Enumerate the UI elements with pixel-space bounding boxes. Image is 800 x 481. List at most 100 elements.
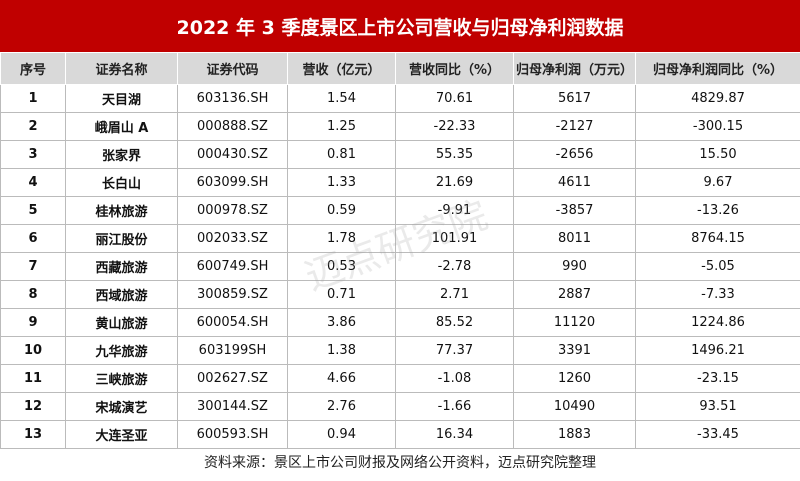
table-cell: 1	[0, 84, 66, 113]
table-cell: 21.69	[395, 168, 514, 197]
table-cell: 300144.SZ	[177, 392, 288, 421]
table-cell: 4829.87	[635, 84, 800, 113]
table-cell: 7	[0, 252, 66, 281]
table-cell: -22.33	[395, 112, 514, 141]
table-cell: 0.71	[287, 280, 396, 309]
table-cell: 0.59	[287, 196, 396, 225]
table-cell: 黄山旅游	[65, 308, 178, 337]
table-cell: 12	[0, 392, 66, 421]
table-cell: 4.66	[287, 364, 396, 393]
table-cell: 丽江股份	[65, 224, 178, 253]
table-row: 7 西藏旅游 600749.SH 0.53 -2.78 990 -5.05	[0, 252, 800, 281]
table-cell: 5617	[513, 84, 636, 113]
column-header: 营收同比（%）	[395, 52, 514, 85]
column-header: 序号	[0, 52, 66, 85]
table-cell: 2	[0, 112, 66, 141]
table-row: 11 三峡旅游 002627.SZ 4.66 -1.08 1260 -23.15	[0, 364, 800, 393]
table-row: 2 峨眉山 A 000888.SZ 1.25 -22.33 -2127 -300.15	[0, 112, 800, 141]
table-cell: -9.91	[395, 196, 514, 225]
table-cell: 1.38	[287, 336, 396, 365]
table-cell: 11120	[513, 308, 636, 337]
table-cell: 300859.SZ	[177, 280, 288, 309]
table-cell: -13.26	[635, 196, 800, 225]
source-note: 资料来源：景区上市公司财报及网络公开资料，迈点研究院整理	[204, 455, 596, 471]
table-cell: 长白山	[65, 168, 178, 197]
table-cell: 6	[0, 224, 66, 253]
table-cell: 0.53	[287, 252, 396, 281]
table-cell: 0.94	[287, 420, 396, 449]
table-row: 13 大连圣亚 600593.SH 0.94 16.34 1883 -33.45	[0, 420, 800, 449]
table-cell: 宋城演艺	[65, 392, 178, 421]
table-cell: 天目湖	[65, 84, 178, 113]
table-cell: 2887	[513, 280, 636, 309]
table-cell: 600593.SH	[177, 420, 288, 449]
table-cell: 85.52	[395, 308, 514, 337]
table-cell: -2127	[513, 112, 636, 141]
table-cell: 9.67	[635, 168, 800, 197]
table-cell: 4611	[513, 168, 636, 197]
table-cell: 2.76	[287, 392, 396, 421]
table-row: 12 宋城演艺 300144.SZ 2.76 -1.66 10490 93.51	[0, 392, 800, 421]
table-row: 4 长白山 603099.SH 1.33 21.69 4611 9.67	[0, 168, 800, 197]
table-cell: -2656	[513, 140, 636, 169]
table-row: 5 桂林旅游 000978.SZ 0.59 -9.91 -3857 -13.26	[0, 196, 800, 225]
table-cell: 603199SH	[177, 336, 288, 365]
table-cell: 000430.SZ	[177, 140, 288, 169]
table-cell: -2.78	[395, 252, 514, 281]
table-cell: -1.66	[395, 392, 514, 421]
table-cell: 桂林旅游	[65, 196, 178, 225]
header-row: 序号 证券名称 证券代码 营收（亿元） 营收同比（%） 归母净利润（万元） 归母净利润同比（…	[0, 52, 800, 85]
table-cell: 8011	[513, 224, 636, 253]
table-title: 2022 年 3 季度景区上市公司营收与归母净利润数据	[0, 0, 800, 52]
table-cell: 15.50	[635, 140, 800, 169]
table-cell: 三峡旅游	[65, 364, 178, 393]
table-cell: -7.33	[635, 280, 800, 309]
table-cell: 峨眉山 A	[65, 112, 178, 141]
table-cell: 10	[0, 336, 66, 365]
table-cell: 3391	[513, 336, 636, 365]
table-cell: 13	[0, 420, 66, 449]
table-cell: 603136.SH	[177, 84, 288, 113]
table-cell: 5	[0, 196, 66, 225]
table-cell: 000978.SZ	[177, 196, 288, 225]
table-cell: 16.34	[395, 420, 514, 449]
table-cell: -300.15	[635, 112, 800, 141]
table-row: 6 丽江股份 002033.SZ 1.78 101.91 8011 8764.15	[0, 224, 800, 253]
table-cell: 张家界	[65, 140, 178, 169]
table-cell: 2.71	[395, 280, 514, 309]
table-row: 3 张家界 000430.SZ 0.81 55.35 -2656 15.50	[0, 140, 800, 169]
data-table: 序号 证券名称 证券代码 营收（亿元） 营收同比（%） 归母净利润（万元） 归母净利润同比（…	[0, 52, 800, 449]
table-cell: 11	[0, 364, 66, 393]
table-cell: 70.61	[395, 84, 514, 113]
table-cell: 8	[0, 280, 66, 309]
table-cell: 8764.15	[635, 224, 800, 253]
table-cell: 1.78	[287, 224, 396, 253]
table-cell: -23.15	[635, 364, 800, 393]
table-cell: 西域旅游	[65, 280, 178, 309]
table-row: 1 天目湖 603136.SH 1.54 70.61 5617 4829.87	[0, 84, 800, 113]
table-cell: 000888.SZ	[177, 112, 288, 141]
table-cell: 1.54	[287, 84, 396, 113]
column-header: 归母净利润同比（%）	[635, 52, 800, 85]
table-cell: 77.37	[395, 336, 514, 365]
table-row: 10 九华旅游 603199SH 1.38 77.37 3391 1496.21	[0, 336, 800, 365]
table-cell: 1883	[513, 420, 636, 449]
table-cell: -33.45	[635, 420, 800, 449]
column-header: 归母净利润（万元）	[513, 52, 636, 85]
table-cell: 1260	[513, 364, 636, 393]
table-cell: 55.35	[395, 140, 514, 169]
table-cell: 002033.SZ	[177, 224, 288, 253]
table-cell: 西藏旅游	[65, 252, 178, 281]
table-cell: 1496.21	[635, 336, 800, 365]
table-cell: 九华旅游	[65, 336, 178, 365]
table-cell: 大连圣亚	[65, 420, 178, 449]
table-cell: 10490	[513, 392, 636, 421]
table-cell: 3	[0, 140, 66, 169]
table-cell: 603099.SH	[177, 168, 288, 197]
table-cell: 1.33	[287, 168, 396, 197]
table-cell: 101.91	[395, 224, 514, 253]
table-cell: -3857	[513, 196, 636, 225]
table-cell: 3.86	[287, 308, 396, 337]
